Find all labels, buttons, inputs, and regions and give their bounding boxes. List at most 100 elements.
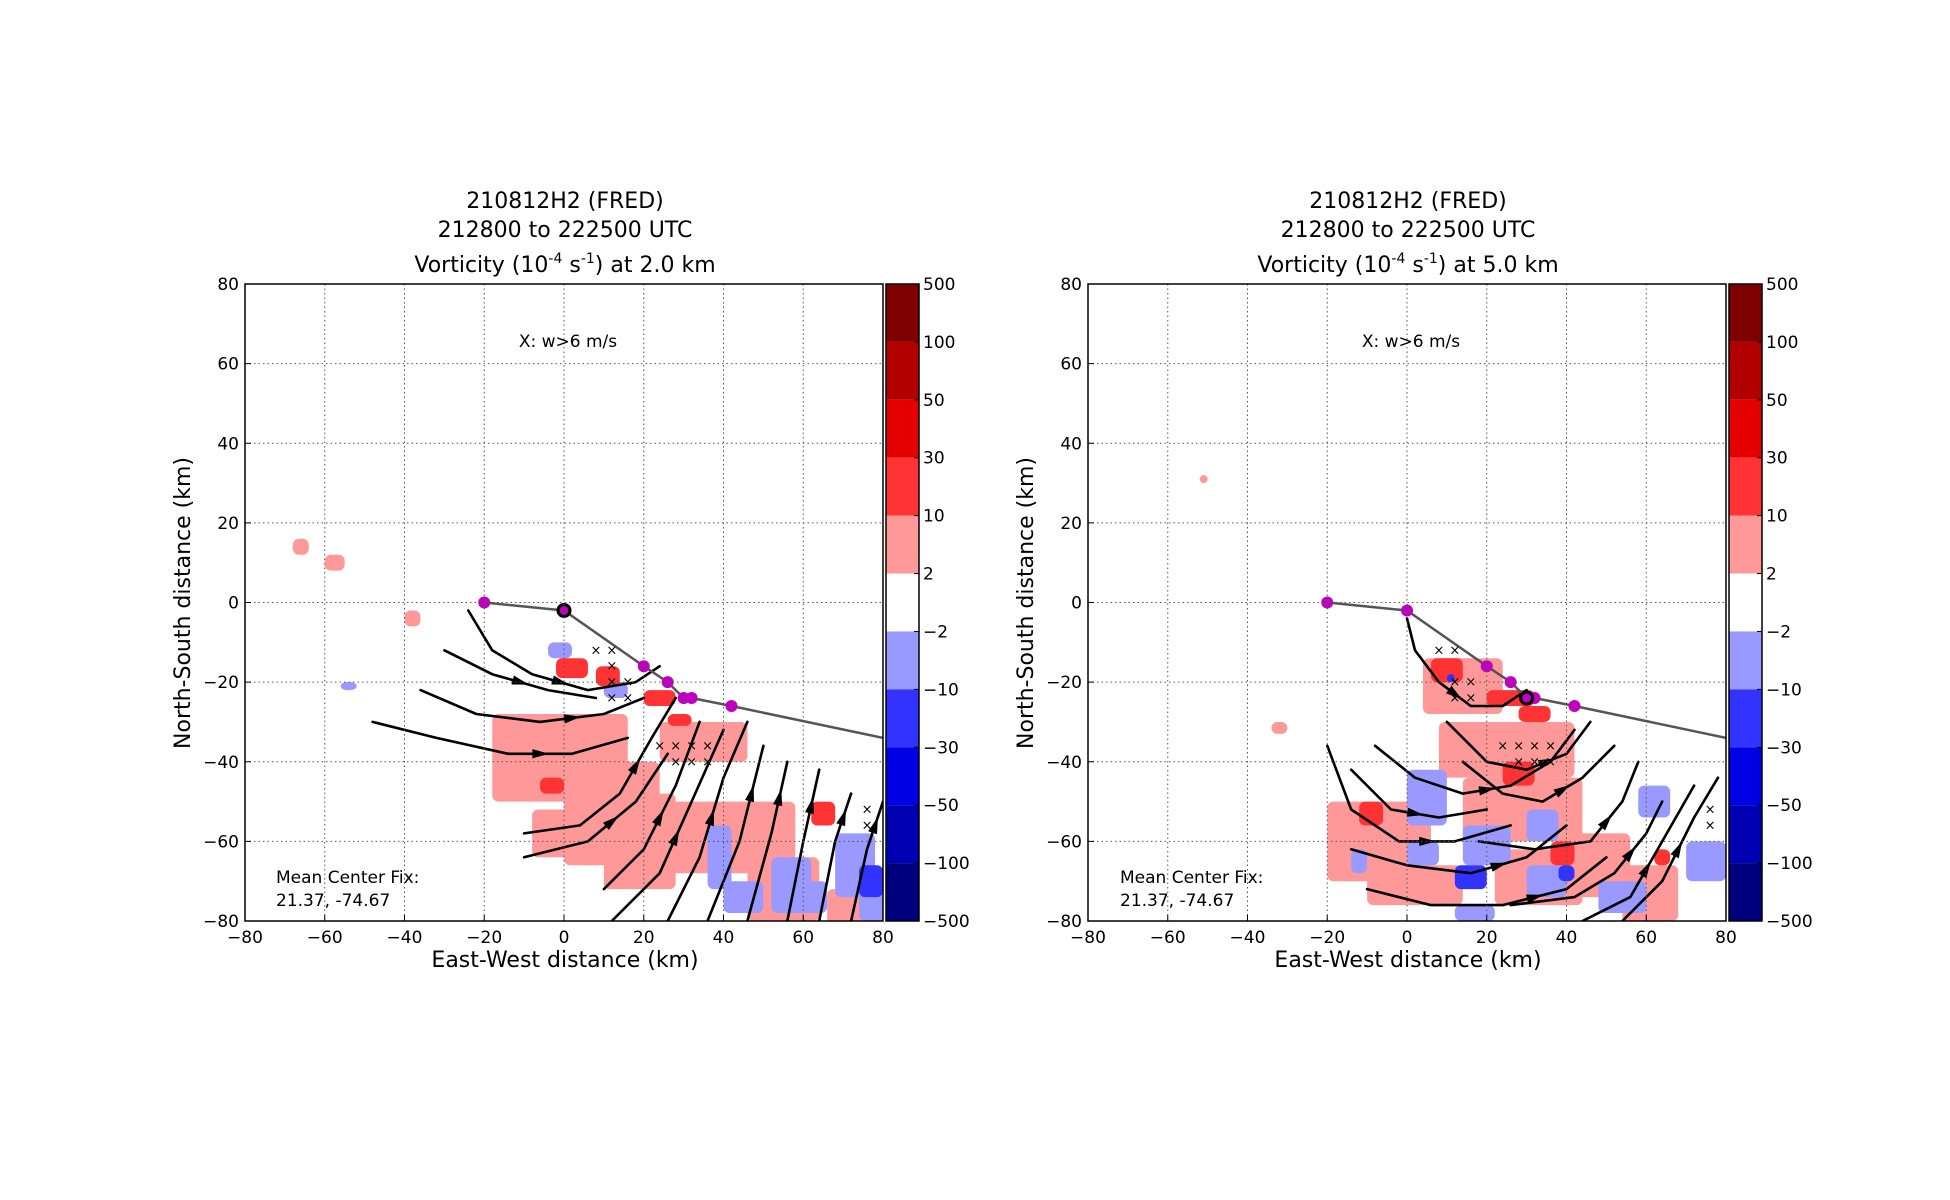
x-tick-label: −20: [466, 928, 502, 948]
y-tick-label: −20: [1046, 673, 1082, 693]
y-tick-label: 60: [1060, 355, 1082, 375]
streamline-arrowhead: [1478, 786, 1496, 796]
colorbar-segment: [886, 863, 919, 921]
updraft-marker: ×: [702, 755, 713, 770]
streamline-arrowhead: [773, 788, 783, 807]
y-tick-label: 40: [1060, 434, 1082, 454]
title-sup2: -1: [581, 251, 595, 267]
y-tick-label: −80: [1046, 912, 1082, 932]
x-tick-label: 80: [872, 928, 894, 948]
y-tick-label: 80: [217, 275, 239, 295]
streamline-arrowhead: [1638, 861, 1651, 879]
streamline-arrowhead: [1490, 862, 1508, 872]
strong-positive-vorticity-patch: [1654, 849, 1671, 866]
updraft-marker: ×: [606, 643, 617, 658]
strong-negative-vorticity-patch: [1446, 674, 1455, 683]
streamline-arrowhead: [511, 675, 529, 685]
colorbar-tick-label: 10: [923, 507, 945, 527]
streamline: [1349, 824, 1568, 875]
left-vorticity-panel-2km: 210812H2 (FRED) 212800 to 222500 UTC Vor…: [171, 189, 970, 973]
title-sup2: -1: [1424, 251, 1438, 267]
title-mid: s: [562, 253, 580, 278]
updraft-marker: ×: [606, 691, 617, 706]
colorbar-tick-label: 500: [1766, 275, 1798, 295]
streamline-arrowhead: [652, 809, 664, 827]
strong-positive-vorticity-patch: [556, 658, 588, 679]
updraft-marker: ×: [1513, 755, 1524, 770]
colorbar-tick-label: −100: [1766, 854, 1813, 874]
colorbar-tick-label: −500: [1766, 912, 1813, 932]
colorbar-tick-label: −10: [1766, 680, 1802, 700]
colorbar-segment: [886, 631, 919, 690]
colorbar-segment: [886, 805, 919, 864]
title-main: Vorticity (10: [1257, 253, 1391, 278]
colorbar-segment: [886, 747, 919, 806]
updraft-marker: ×: [1449, 691, 1460, 706]
streamline-arrowhead: [868, 816, 878, 835]
strong-negative-vorticity-patch: [859, 865, 883, 898]
streamline: [371, 720, 630, 756]
track-point: [558, 604, 570, 617]
track-point: [637, 660, 650, 673]
updraft-marker: ×: [1545, 755, 1556, 770]
y-tick-label: −80: [203, 912, 239, 932]
colorbar-segment: [886, 515, 919, 574]
y-tick-label: −20: [203, 673, 239, 693]
y-tick-label: 40: [217, 434, 239, 454]
updraft-marker: ×: [1465, 691, 1476, 706]
streamline: [522, 696, 677, 835]
updraft-marker: ×: [862, 818, 873, 833]
panel-title-line3: Vorticity (10-4 s-1) at 2.0 km: [414, 251, 715, 278]
colorbar-tick-label: 50: [923, 391, 945, 411]
x-tick-label: 40: [1556, 928, 1578, 948]
positive-vorticity-patch: [1271, 721, 1288, 734]
plot-content: × ×× ×× ×× × × ×× × ×××: [1199, 475, 1726, 921]
positive-vorticity-patch: [1199, 475, 1208, 484]
strong-negative-vorticity-patch: [1558, 865, 1575, 882]
y-tick-label: −60: [203, 832, 239, 852]
colorbar-tick-label: 10: [1766, 507, 1788, 527]
strong-positive-vorticity-patch: [540, 777, 564, 794]
positive-vorticity-patch: [659, 721, 748, 762]
updraft-marker: ×: [1529, 739, 1540, 754]
negative-vorticity-patch: [1686, 841, 1726, 882]
streamline-arrowhead: [1526, 894, 1544, 904]
x-tick-label: 0: [559, 928, 570, 948]
title-main: Vorticity (10: [414, 253, 548, 278]
streamline-arrowhead: [704, 808, 715, 827]
streamline-arrowhead: [532, 749, 550, 759]
streamline-arrowhead: [1419, 836, 1436, 846]
streamline-arrowhead: [1537, 758, 1555, 769]
negative-vorticity-patch: [1638, 785, 1671, 818]
streamline-arrowhead: [563, 714, 581, 724]
title-sup1: -4: [548, 251, 562, 267]
title-mid: s: [1405, 253, 1423, 278]
colorbar-segment: [886, 399, 919, 458]
panel-title-line2: 212800 to 222500 UTC: [438, 218, 693, 243]
strong-positive-vorticity-patch: [643, 690, 676, 707]
streamline-arrowhead: [1445, 685, 1463, 700]
y-axis-label: North-South distance (km): [171, 457, 196, 749]
colorbar-segment: [886, 689, 919, 748]
streamline: [1477, 760, 1640, 851]
y-axis-label: North-South distance (km): [1014, 457, 1039, 749]
x-tick-label: 20: [1476, 928, 1498, 948]
updraft-marker: ×: [654, 739, 665, 754]
colorbar-tick-label: −10: [923, 680, 959, 700]
streamline: [706, 744, 765, 921]
colorbar-segment: [1729, 399, 1762, 458]
negative-vorticity-patch: [1526, 865, 1567, 898]
strong-positive-vorticity-patch: [1430, 658, 1463, 683]
x-tick-label: −80: [1070, 928, 1106, 948]
right-vorticity-panel-5km: 210812H2 (FRED) 212800 to 222500 UTC Vor…: [1014, 189, 1813, 973]
x-tick-label: 60: [792, 928, 814, 948]
plot-area: × ×× ×× ×× × × ×× × ×××−80 −60 −40 −20 0 20 40 60 80−80−…: [1046, 275, 1813, 948]
storm-track-line: [484, 601, 883, 740]
positive-vorticity-patch: [292, 538, 309, 555]
x-tick-label: −40: [387, 928, 423, 948]
x-tick-label: −40: [1230, 928, 1266, 948]
streamline-arrowhead: [805, 796, 815, 815]
colorbar-tick-label: −100: [923, 854, 970, 874]
negative-vorticity-patch: [340, 682, 357, 691]
updraft-marker: ×: [702, 739, 713, 754]
